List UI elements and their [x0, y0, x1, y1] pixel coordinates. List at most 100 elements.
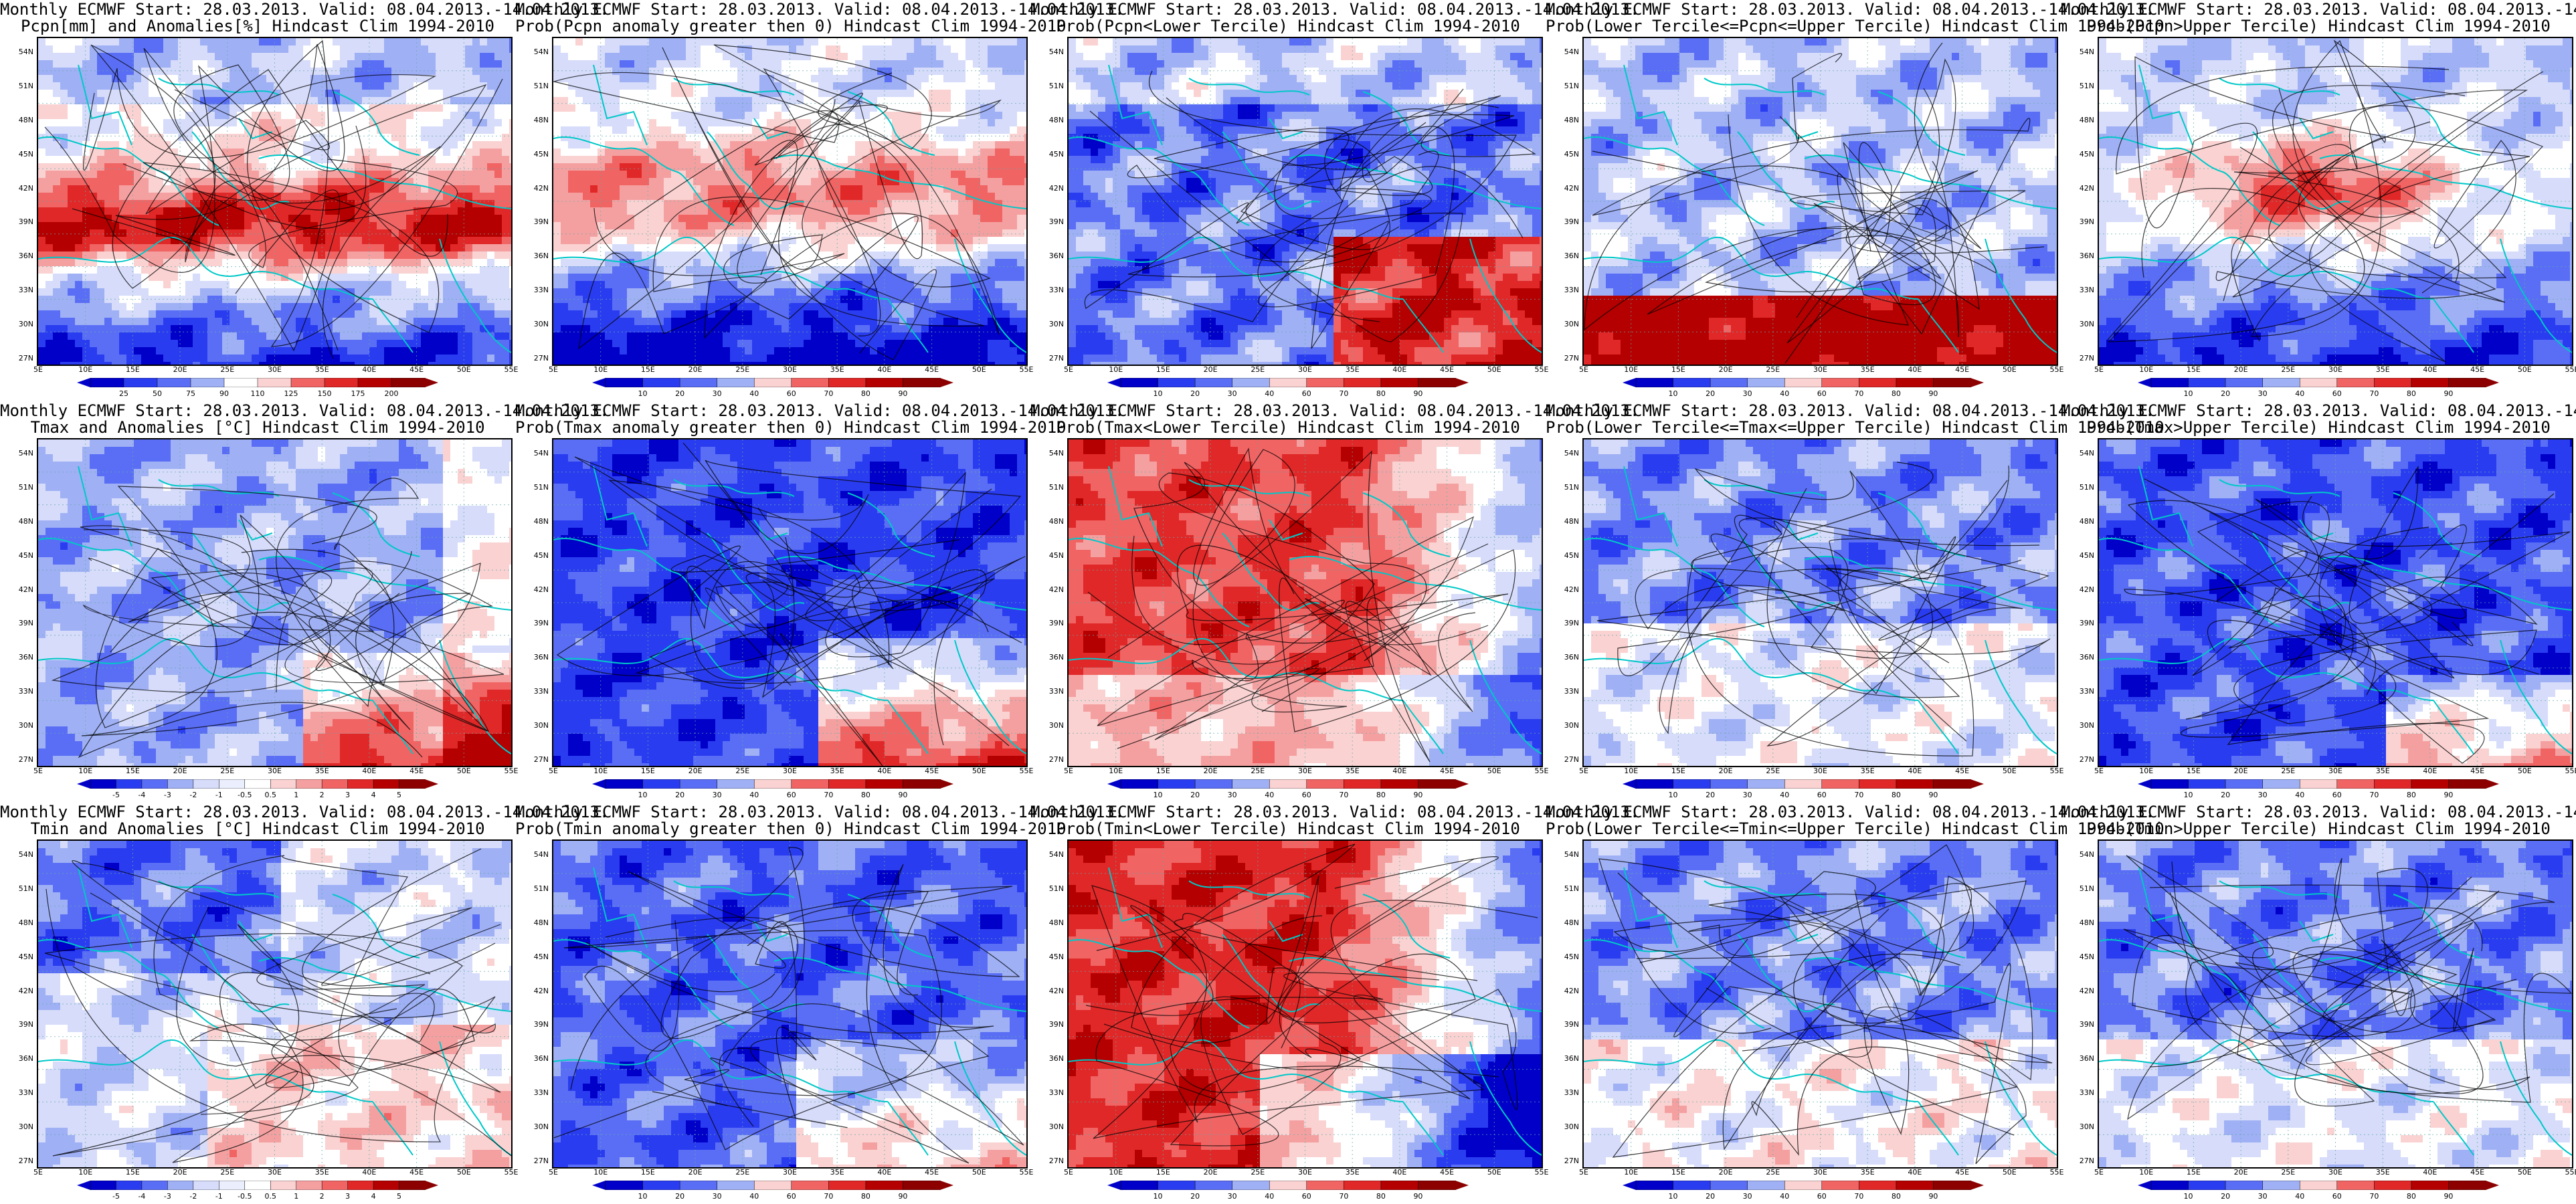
- panel-title-line1: Monthly ECMWF Start: 28.03.2013. Valid: …: [1030, 403, 1639, 419]
- lon-label: 20E: [170, 365, 190, 374]
- map-plot: [2098, 37, 2573, 366]
- lat-label: 54N: [522, 850, 549, 859]
- map-field: [1584, 439, 2057, 766]
- colorbar-tick-label: 70: [1849, 791, 1869, 799]
- lat-label: 45N: [1037, 150, 1064, 159]
- lon-label: 50E: [454, 1168, 474, 1177]
- lon-label: 15E: [638, 767, 658, 775]
- panel-title-line1: Monthly ECMWF Start: 28.03.2013. Valid: …: [1546, 1, 2154, 18]
- colorbar-tick-label: 40: [2290, 389, 2310, 398]
- colorbar-tick-label: 5: [389, 1192, 409, 1201]
- colorbar-tick-label: 3: [338, 1192, 358, 1201]
- colorbar-tick-label: 70: [1849, 389, 1869, 398]
- lat-label: 27N: [7, 755, 33, 764]
- lon-label: 45E: [2468, 365, 2488, 374]
- lat-label: 42N: [7, 987, 33, 995]
- lon-label: 15E: [1668, 767, 1688, 775]
- map-plot: [1067, 839, 1543, 1169]
- map-field: [38, 841, 511, 1167]
- lat-label: 33N: [1037, 1088, 1064, 1097]
- lon-label: 5E: [1574, 365, 1594, 374]
- panel-title-line1: Monthly ECMWF Start: 28.03.2013. Valid: …: [515, 1, 1124, 18]
- lat-label: 27N: [2067, 755, 2094, 764]
- lat-label: 36N: [1037, 252, 1064, 260]
- colorbar-tick-label: 20: [1700, 791, 1720, 799]
- map-field: [1069, 841, 1542, 1167]
- lon-label: 50E: [969, 365, 989, 374]
- colorbar-tick-label: 20: [1700, 389, 1720, 398]
- lon-label: 20E: [170, 1168, 190, 1177]
- map-field: [553, 841, 1026, 1167]
- lat-label: 39N: [2067, 217, 2094, 226]
- lat-label: 51N: [7, 483, 33, 492]
- lat-label: 48N: [1552, 918, 1579, 927]
- lat-label: 33N: [1037, 286, 1064, 294]
- panel-title: Monthly ECMWF Start: 28.03.2013. Valid: …: [0, 1, 609, 35]
- lon-label: 50E: [2514, 365, 2535, 374]
- lat-label: 51N: [7, 82, 33, 90]
- panel-title-line1: Monthly ECMWF Start: 28.03.2013. Valid: …: [2061, 403, 2576, 419]
- map-field: [553, 439, 1026, 766]
- lon-label: 30E: [2326, 1168, 2346, 1177]
- lon-label: 15E: [638, 365, 658, 374]
- colorbar: [1107, 1181, 1469, 1190]
- lon-label: 45E: [1952, 1168, 1972, 1177]
- lat-label: 42N: [2067, 585, 2094, 594]
- lat-label: 33N: [1552, 1088, 1579, 1097]
- lat-label: 48N: [2067, 918, 2094, 927]
- panel-title-line1: Monthly ECMWF Start: 28.03.2013. Valid: …: [515, 804, 1124, 821]
- lon-label: 55E: [2047, 1168, 2067, 1177]
- lat-label: 30N: [1037, 320, 1064, 328]
- colorbar-tick-label: -2: [183, 791, 203, 799]
- lon-label: 10E: [1106, 767, 1126, 775]
- lon-label: 10E: [1621, 365, 1641, 374]
- lon-label: 55E: [2562, 767, 2576, 775]
- lon-label: 35E: [2373, 1168, 2393, 1177]
- lon-label: 25E: [1763, 1168, 1783, 1177]
- colorbar-tick-label: 175: [348, 389, 368, 398]
- lon-label: 35E: [312, 365, 332, 374]
- lon-label: 40E: [875, 767, 895, 775]
- colorbar-tick-label: 40: [744, 791, 764, 799]
- colorbar-tick-label: 80: [1371, 791, 1391, 799]
- colorbar-tick-label: 90: [893, 389, 913, 398]
- lon-label: 40E: [1390, 365, 1410, 374]
- lon-label: 10E: [1621, 1168, 1641, 1177]
- lon-label: 40E: [2420, 1168, 2440, 1177]
- panel-title: Monthly ECMWF Start: 28.03.2013. Valid: …: [2061, 403, 2576, 436]
- colorbar-tick-label: 30: [1222, 389, 1243, 398]
- panel-title: Monthly ECMWF Start: 28.03.2013. Valid: …: [1030, 1, 1639, 35]
- lat-label: 36N: [1552, 1054, 1579, 1063]
- colorbar-tick-label: 70: [818, 791, 838, 799]
- colorbar-tick-label: 30: [1222, 1192, 1243, 1201]
- colorbar-tick-label: -4: [132, 1192, 152, 1201]
- lon-label: 45E: [922, 365, 942, 374]
- lon-label: 35E: [827, 1168, 847, 1177]
- map-panel-p13: Monthly ECMWF Start: 28.03.2013. Valid: …: [1030, 0, 1639, 401]
- colorbar-tick-label: 110: [248, 389, 268, 398]
- colorbar-tick-label: 30: [1738, 1192, 1758, 1201]
- colorbar: [592, 1181, 953, 1190]
- lon-label: 45E: [1437, 365, 1457, 374]
- lon-label: 5E: [28, 365, 48, 374]
- map-panel-p25: Monthly ECMWF Start: 28.03.2013. Valid: …: [2061, 401, 2576, 803]
- lat-label: 51N: [1552, 483, 1579, 492]
- lon-label: 50E: [969, 767, 989, 775]
- panel-title: Monthly ECMWF Start: 28.03.2013. Valid: …: [0, 804, 609, 837]
- colorbar-tick-label: -3: [157, 1192, 177, 1201]
- lat-label: 45N: [1037, 952, 1064, 961]
- lat-label: 45N: [522, 551, 549, 560]
- colorbar-tick-label: -1: [209, 1192, 229, 1201]
- colorbar-tick-label: 70: [1333, 1192, 1354, 1201]
- lat-label: 45N: [1037, 551, 1064, 560]
- map-plot: [37, 37, 513, 366]
- colorbar-tick-label: 40: [1259, 791, 1279, 799]
- lat-label: 51N: [1552, 884, 1579, 893]
- lat-label: 51N: [1037, 483, 1064, 492]
- lon-label: 20E: [685, 365, 705, 374]
- panel-title: Monthly ECMWF Start: 28.03.2013. Valid: …: [2061, 804, 2576, 837]
- lon-label: 30E: [780, 767, 800, 775]
- colorbar: [1623, 378, 1984, 387]
- colorbar-tick-label: 10: [633, 1192, 653, 1201]
- colorbar-tick-label: -5: [106, 1192, 126, 1201]
